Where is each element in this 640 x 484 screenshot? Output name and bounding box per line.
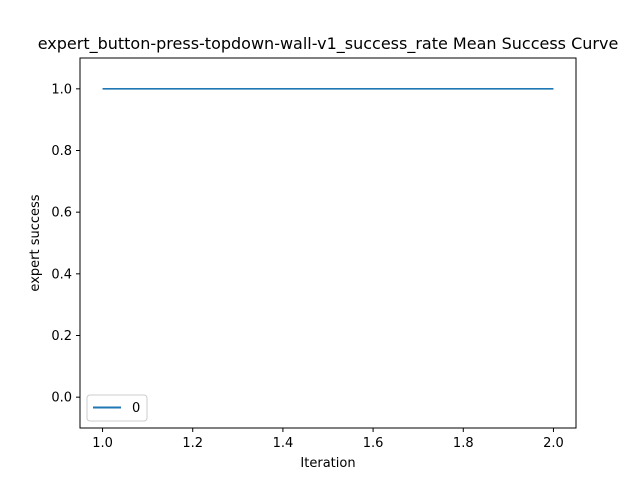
legend: 0	[86, 394, 148, 422]
x-tick-label: 2.0	[543, 436, 564, 451]
x-axis-title: Iteration	[300, 456, 355, 471]
legend-label-series-0: 0	[132, 401, 140, 416]
axes-frame	[79, 57, 577, 429]
y-axis-title: expert success	[28, 194, 43, 291]
x-tick-label: 1.0	[92, 436, 113, 451]
y-tick-label: 0.4	[51, 267, 72, 282]
y-tick-label: 0.0	[51, 391, 72, 406]
y-tick-label: 0.8	[51, 144, 72, 159]
x-tick-label: 1.4	[273, 436, 294, 451]
x-tick-label: 1.2	[182, 436, 203, 451]
x-axis-ticks: 1.0 1.2 1.4 1.6 1.8 2.0	[92, 428, 564, 451]
y-tick-label: 0.2	[51, 329, 72, 344]
y-tick-label: 0.6	[51, 206, 72, 221]
y-axis-ticks: 0.0 0.2 0.4 0.6 0.8 1.0	[51, 82, 80, 406]
chart-title: expert_button-press-topdown-wall-v1_succ…	[38, 34, 619, 54]
x-tick-label: 1.6	[363, 436, 384, 451]
x-tick-label: 1.8	[453, 436, 474, 451]
y-tick-label: 1.0	[51, 82, 72, 97]
